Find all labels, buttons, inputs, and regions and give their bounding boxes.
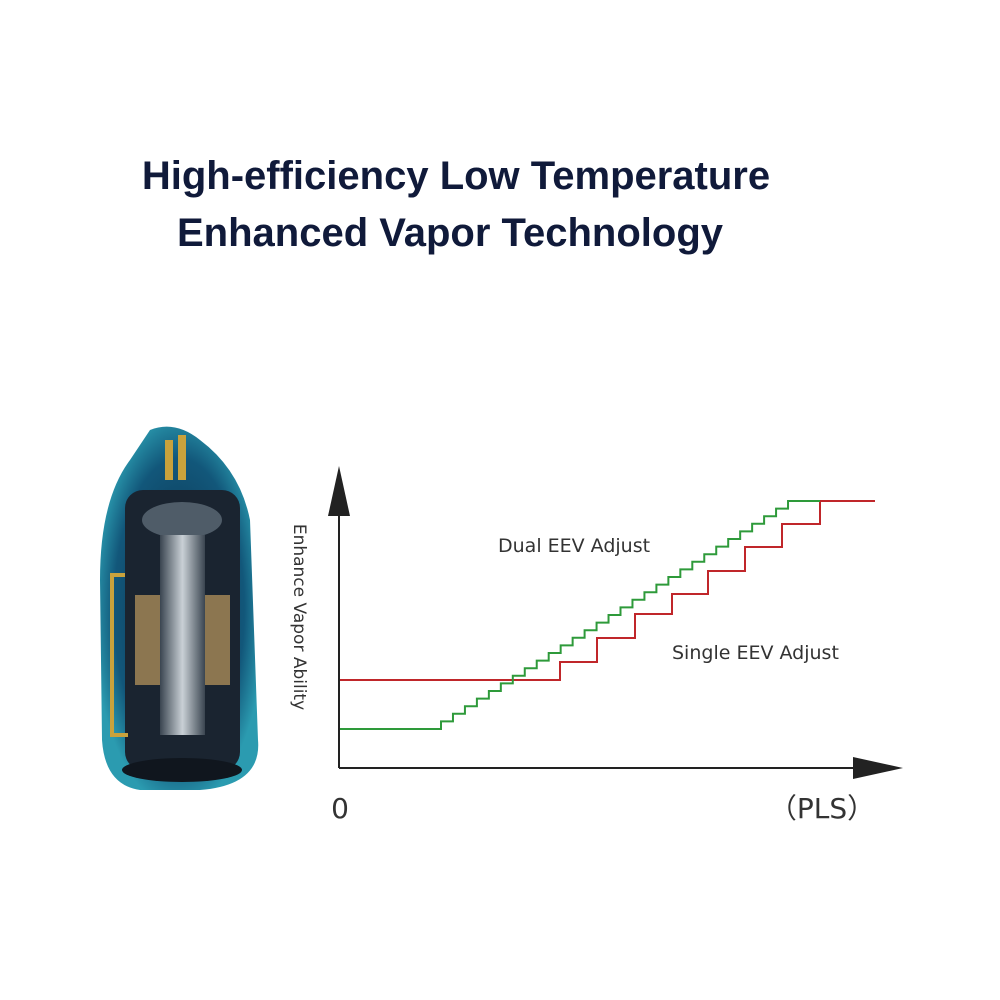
- y-arrow: [328, 466, 350, 516]
- compressor-pipe: [110, 573, 128, 737]
- compressor-pipe: [165, 440, 173, 480]
- dual-eev-curve: [340, 500, 820, 730]
- compressor-stator: [205, 595, 230, 685]
- single-eev-curve: [340, 500, 875, 681]
- compressor-pipe: [178, 435, 186, 480]
- compressor-scroll: [142, 502, 222, 538]
- compressor-shaft: [160, 535, 205, 735]
- title-line: High-efficiency Low Temperature: [142, 154, 770, 198]
- y-axis-label: Enhance Vapor Ability: [289, 524, 309, 710]
- x-origin-label: 0: [331, 792, 349, 825]
- title-line: Enhanced Vapor Technology: [177, 211, 724, 255]
- x-axis-label: （PLS）: [769, 792, 875, 825]
- curve-label: Single EEV Adjust: [672, 642, 839, 664]
- curve-label: Dual EEV Adjust: [498, 535, 650, 557]
- compressor-base: [122, 758, 242, 782]
- compressor-illustration: [100, 426, 259, 790]
- x-arrow: [853, 757, 903, 779]
- axes: [328, 466, 903, 779]
- compressor-stator: [135, 595, 160, 685]
